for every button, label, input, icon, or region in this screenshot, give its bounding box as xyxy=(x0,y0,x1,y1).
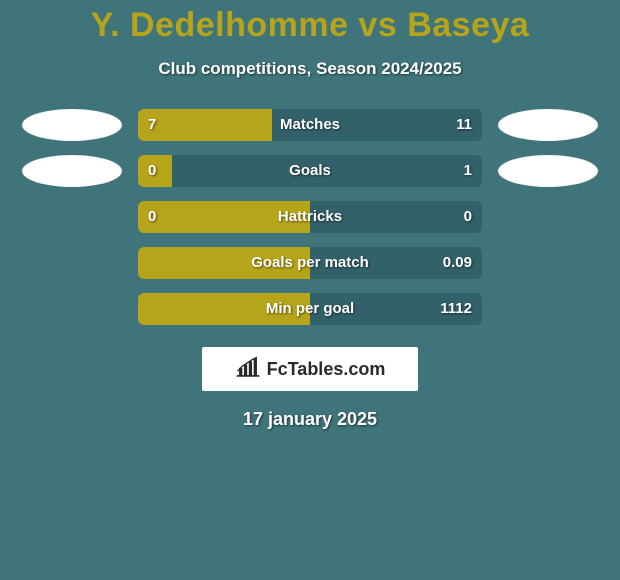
stat-bar: 01Goals xyxy=(138,155,482,187)
stat-row: 01Goals xyxy=(0,155,620,187)
player-photo-right xyxy=(498,155,598,187)
stat-metric-label: Goals xyxy=(138,155,482,187)
stat-bar: 711Matches xyxy=(138,109,482,141)
stat-row: 00Hattricks xyxy=(0,201,620,233)
player-photo-right xyxy=(498,109,598,141)
stat-rows: 711Matches 01Goals 00Hattricks 0.09Goals pe… xyxy=(0,109,620,325)
date-text: 17 january 2025 xyxy=(0,409,620,430)
stat-row: 711Matches xyxy=(0,109,620,141)
stat-metric-label: Goals per match xyxy=(138,247,482,279)
comparison-card: Y. Dedelhomme vs Baseya Club competition… xyxy=(0,0,620,580)
subtitle: Club competitions, Season 2024/2025 xyxy=(0,59,620,79)
stat-bar: 00Hattricks xyxy=(138,201,482,233)
stat-bar: 0.09Goals per match xyxy=(138,247,482,279)
player-photo-left xyxy=(22,109,122,141)
logo-text: FcTables.com xyxy=(267,359,386,380)
stat-row: 1112Min per goal xyxy=(0,293,620,325)
logo-box: FcTables.com xyxy=(202,347,418,391)
stat-row: 0.09Goals per match xyxy=(0,247,620,279)
page-title: Y. Dedelhomme vs Baseya xyxy=(0,6,620,45)
stat-metric-label: Matches xyxy=(138,109,482,141)
stat-metric-label: Min per goal xyxy=(138,293,482,325)
stat-metric-label: Hattricks xyxy=(138,201,482,233)
player-photo-left xyxy=(22,155,122,187)
bar-chart-icon xyxy=(235,356,261,383)
stat-bar: 1112Min per goal xyxy=(138,293,482,325)
